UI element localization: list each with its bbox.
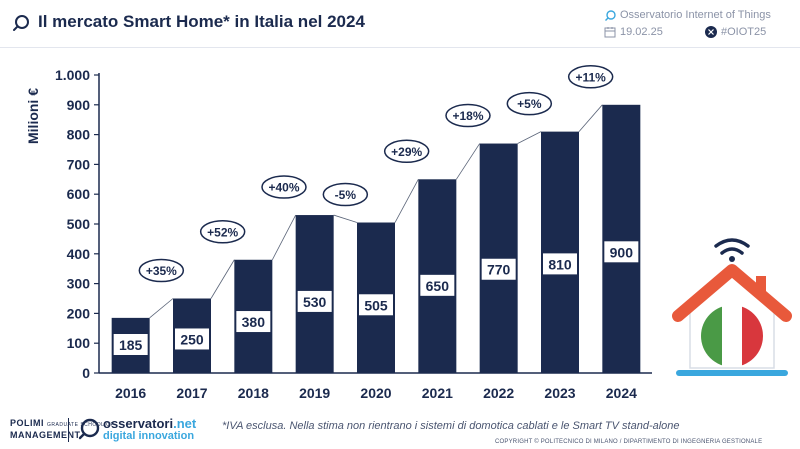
growth-oval [445, 103, 491, 128]
growth-label: +40% [268, 181, 299, 195]
search-icon [605, 10, 616, 21]
bar [602, 104, 641, 374]
growth-connector [210, 259, 235, 299]
value-label: 185 [119, 337, 143, 353]
osservatori-logo-icon [78, 418, 100, 440]
x-tick-label: 2016 [115, 385, 146, 401]
x-tick-label: 2020 [360, 385, 391, 401]
hashtag-label: #OIOT25 [721, 26, 767, 38]
value-label-box [236, 311, 271, 333]
value-label-box [359, 294, 393, 316]
x-tick-label: 2023 [544, 385, 575, 401]
value-label: 650 [426, 278, 450, 294]
y-tick-label: 1.000 [55, 67, 90, 83]
y-tick-label: 300 [67, 276, 91, 292]
polimi-logo-small: GRADUATE SCHOOL OF [47, 422, 115, 428]
growth-oval [567, 65, 614, 89]
smart-home-icon [672, 238, 792, 376]
y-tick-label: 700 [67, 156, 91, 172]
bar [479, 143, 518, 373]
y-tick-label: 600 [67, 186, 91, 202]
bar [541, 131, 579, 373]
growth-oval [506, 91, 553, 116]
polimi-logo-line2: MANAGEMENT [10, 430, 81, 440]
search-icon [13, 15, 29, 31]
x-tick-label: 2021 [422, 385, 453, 401]
growth-label: +29% [391, 145, 422, 159]
header: Il mercato Smart Home* in Italia nel 202… [0, 0, 800, 48]
osservatori-tld: .net [173, 416, 197, 431]
x-tick-label: 2018 [238, 385, 269, 401]
growth-connector [333, 214, 358, 223]
page-title: Il mercato Smart Home* in Italia nel 202… [38, 12, 365, 31]
osservatori-logo-sub: digital innovation [103, 430, 195, 442]
y-tick-label: 200 [67, 305, 91, 321]
wifi-icon [714, 238, 750, 262]
y-tick-label: 400 [67, 246, 91, 262]
calendar-icon [604, 27, 616, 38]
value-label: 770 [487, 262, 511, 278]
growth-label: +35% [146, 264, 177, 278]
x-tick-label: 2017 [176, 385, 207, 401]
x-tick-label: 2022 [483, 385, 514, 401]
polimi-logo: POLIMI GRADUATE SCHOOL OF MANAGEMENT [10, 418, 114, 440]
value-label-box [481, 258, 516, 280]
polimi-logo-line1: POLIMI [10, 418, 44, 428]
x-tick-label: 2024 [606, 385, 637, 401]
growth-connector [149, 298, 174, 319]
date-label: 19.02.25 [620, 26, 663, 38]
value-label: 530 [303, 294, 327, 310]
value-label: 505 [364, 297, 388, 313]
growth-label: +18% [452, 109, 483, 123]
value-label: 380 [242, 314, 266, 330]
osservatori-name: osservatori [103, 416, 174, 431]
growth-connector [394, 179, 419, 223]
value-label-box [297, 290, 332, 312]
growth-oval [261, 175, 307, 199]
growth-label: +11% [575, 70, 606, 84]
growth-oval [383, 139, 430, 164]
x-logo-icon [705, 26, 717, 38]
growth-connector [455, 143, 481, 180]
footnote: *IVA esclusa. Nella stima non rientrano … [222, 420, 680, 432]
value-label: 900 [610, 244, 634, 260]
source-label: Osservatorio Internet of Things [620, 9, 771, 21]
italian-flag-icon [701, 305, 763, 367]
y-axis-label: Milioni € [25, 88, 41, 144]
value-label: 810 [548, 256, 572, 272]
growth-connector [578, 104, 603, 132]
bar-chart: Milioni € 0 100 200 300 400 500 600 700 800 900 1.0… [25, 65, 652, 401]
growth-oval [138, 258, 185, 283]
value-label-box [543, 253, 577, 275]
growth-label: -5% [335, 188, 357, 202]
growth-oval [199, 220, 246, 244]
footer-divider [68, 418, 69, 442]
growth-oval [322, 182, 369, 207]
value-label-box [604, 241, 639, 263]
x-tick-label: 2019 [299, 385, 330, 401]
growth-connector [271, 214, 297, 260]
y-tick-label: 500 [67, 216, 91, 232]
osservatori-logo-name: osservatori.net [103, 416, 196, 431]
value-label-box [113, 334, 148, 355]
y-tick-label: 100 [67, 335, 91, 351]
value-label-box [175, 328, 209, 350]
value-label-box [420, 274, 455, 296]
y-tick-label: 800 [67, 127, 91, 143]
value-label: 250 [180, 331, 204, 347]
y-tick-label: 900 [67, 97, 91, 113]
y-tick-label: 0 [82, 365, 90, 381]
growth-label: +5% [517, 97, 542, 111]
growth-connector [517, 131, 542, 144]
copyright: COPYRIGHT © POLITECNICO DI MILANO / DIPA… [495, 439, 763, 445]
growth-label: +52% [207, 225, 238, 239]
